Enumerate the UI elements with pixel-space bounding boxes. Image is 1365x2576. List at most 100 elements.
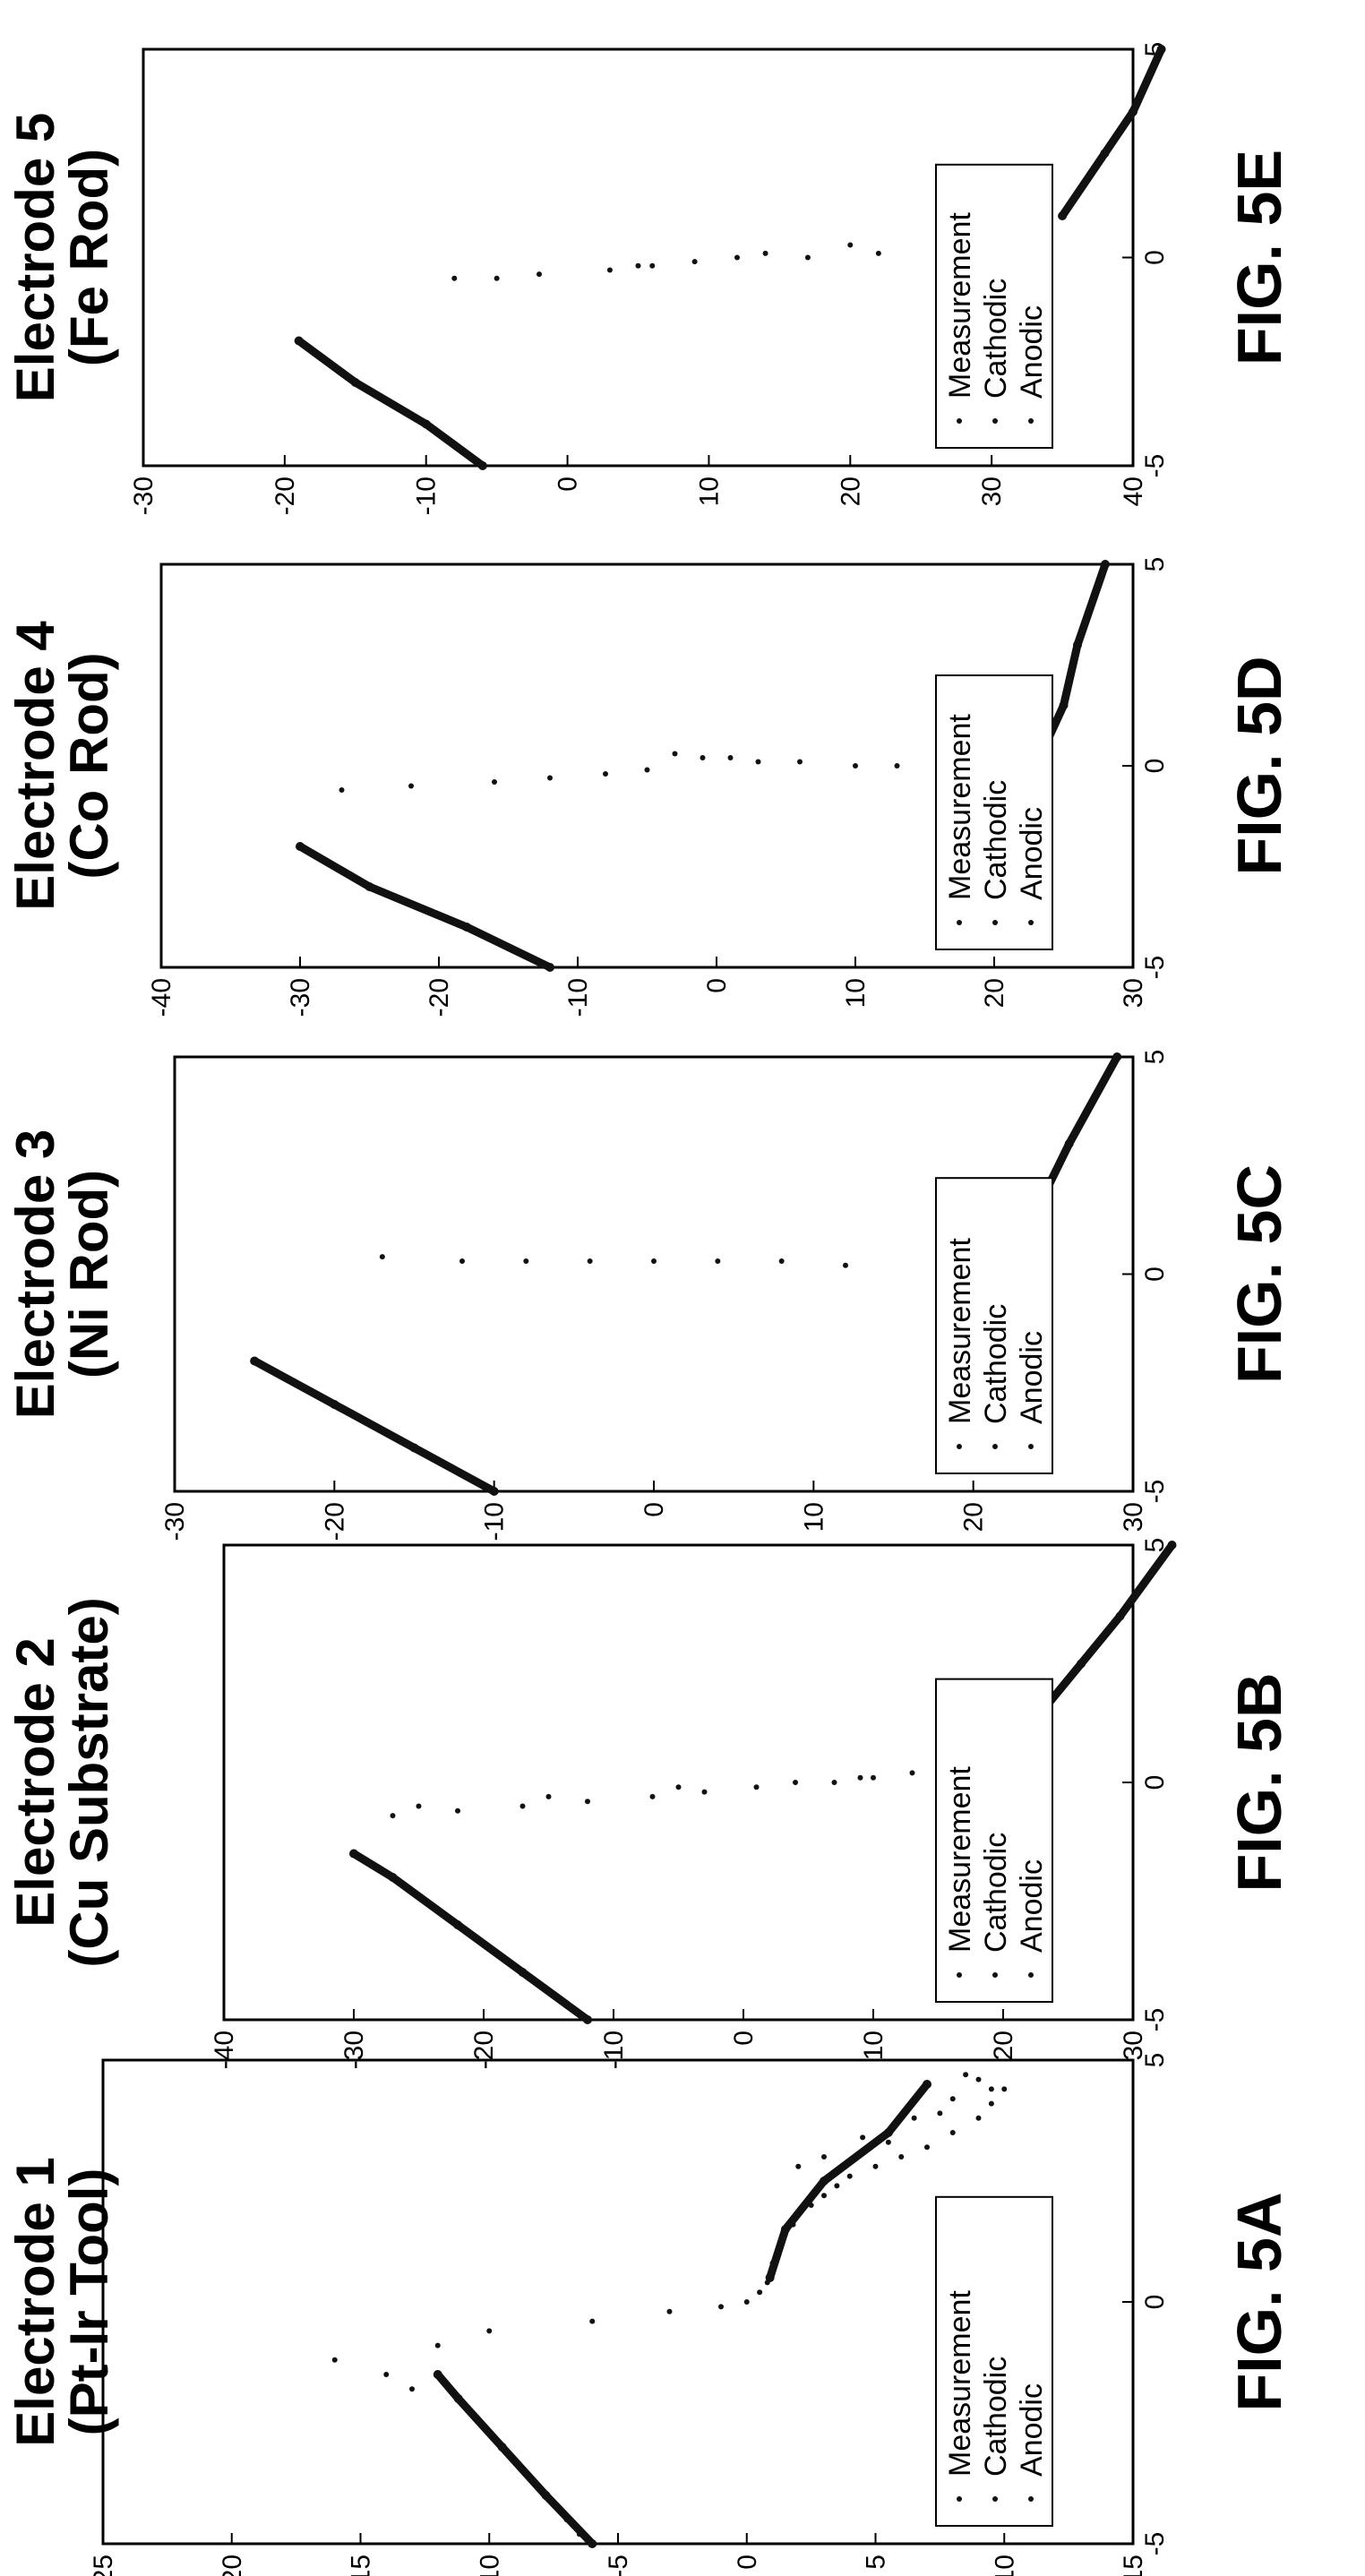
y-tick-label: -20 <box>320 1502 349 1541</box>
point-cathodic <box>330 1400 339 1409</box>
legend-label: Measurement <box>943 1766 977 1953</box>
legend-marker <box>957 920 962 925</box>
point-measurement <box>486 2328 493 2334</box>
legend-label: Anodic <box>1015 807 1049 900</box>
point-anodic <box>1064 1139 1074 1148</box>
point-measurement <box>379 1254 385 1260</box>
series-measurement <box>390 1751 1006 1819</box>
series-line-cathodic <box>295 337 487 470</box>
legend-label: Measurement <box>943 212 977 399</box>
point-cathodic <box>250 1356 260 1366</box>
point-measurement <box>975 2076 982 2082</box>
point-measurement <box>949 2096 956 2102</box>
legend-label: Anodic <box>1015 2383 1049 2477</box>
point-measurement <box>988 2100 994 2107</box>
point-measurement <box>857 1774 863 1781</box>
point-anodic <box>780 2225 790 2234</box>
point-measurement <box>793 1780 798 1785</box>
point-measurement <box>734 254 740 261</box>
point-cathodic <box>541 2491 551 2500</box>
point-cathodic <box>518 1968 528 1977</box>
y-tick-label: -30 <box>286 978 315 1017</box>
point-anodic <box>1115 1611 1125 1621</box>
legend-marker <box>957 1444 962 1449</box>
x-tick-label: 0 <box>1140 1775 1170 1790</box>
point-measurement <box>778 1258 785 1264</box>
panel-title: Electrode 3 <box>5 1129 65 1419</box>
point-measurement <box>675 1784 682 1790</box>
series-measurement <box>339 751 941 793</box>
point-measurement <box>753 1784 760 1790</box>
y-tick-label: 0 <box>729 2031 759 2046</box>
x-tick-label: 5 <box>1140 557 1170 572</box>
panel-2: -40 -30 -20 -10 0 10 20 30-5 0 5 Measurement Cathod… <box>5 1538 1294 2070</box>
y-tick-label: 15 <box>1119 2555 1148 2576</box>
y-tick-label: 30 <box>1119 978 1148 1008</box>
series-line-anodic <box>766 2080 931 2282</box>
panel-subtitle: (Co Rod) <box>59 652 119 879</box>
point-measurement <box>834 2183 840 2189</box>
point-measurement <box>821 2154 827 2160</box>
point-measurement <box>545 1793 552 1799</box>
point-anodic <box>1073 640 1082 649</box>
y-tick-label: -10 <box>563 978 593 1017</box>
point-measurement <box>715 1258 721 1264</box>
point-cathodic <box>433 2370 442 2379</box>
x-tick-label: 0 <box>1140 759 1170 774</box>
y-tick-label: 10 <box>799 1502 828 1532</box>
point-measurement <box>339 787 345 793</box>
x-tick-label: 0 <box>1140 1267 1170 1282</box>
panel-subtitle: (Ni Rod) <box>59 1170 119 1378</box>
point-measurement <box>492 779 497 785</box>
y-tick-label: 20 <box>836 477 865 506</box>
point-anodic <box>765 2273 775 2282</box>
point-measurement <box>988 2086 994 2092</box>
legend-marker <box>992 418 998 424</box>
point-measurement <box>821 2193 827 2199</box>
y-tick-label: 10 <box>694 477 724 506</box>
point-measurement <box>831 1780 837 1785</box>
point-measurement <box>672 751 678 757</box>
point-anodic <box>1059 700 1069 710</box>
x-tick-label: -5 <box>1140 956 1170 980</box>
point-measurement <box>898 2154 905 2160</box>
y-tick-label: 10 <box>859 2031 889 2060</box>
series-measurement <box>379 1254 1009 1268</box>
x-tick-label: 5 <box>1140 2053 1170 2068</box>
panel-title: Electrode 1 <box>5 2157 65 2446</box>
panel-4: -40 -30 -20 -10 0 10 20 30-5 0 5 Measurement Cathod… <box>5 557 1294 1018</box>
point-anodic <box>883 2128 893 2137</box>
legend-marker <box>992 1972 998 1978</box>
point-measurement <box>459 1258 465 1264</box>
series-cathodic <box>250 1356 499 1496</box>
y-tick-label: 0 <box>702 978 732 993</box>
y-tick-label: 0 <box>640 1502 669 1517</box>
y-tick-label: -15 <box>347 2555 376 2576</box>
y-tick-label: 20 <box>980 978 1009 1008</box>
legend: Measurement Cathodic Anodic <box>935 2195 1053 2528</box>
point-measurement <box>843 1262 848 1268</box>
y-tick-label: 10 <box>841 978 871 1008</box>
point-measurement <box>455 1807 460 1814</box>
point-measurement <box>804 254 811 261</box>
point-measurement <box>872 2163 879 2169</box>
point-cathodic <box>588 2539 597 2548</box>
point-measurement <box>924 2144 930 2151</box>
y-tick-label: -10 <box>599 2031 629 2069</box>
point-cathodic <box>462 923 471 932</box>
y-tick-label: -20 <box>425 978 454 1017</box>
point-measurement <box>700 755 706 760</box>
x-tick-label: 5 <box>1140 1050 1170 1065</box>
series-cathodic <box>349 1849 592 2024</box>
point-anodic <box>1100 149 1110 159</box>
point-anodic <box>1167 1541 1177 1550</box>
legend-marker <box>957 1972 962 1978</box>
y-tick-label: 30 <box>977 477 1007 506</box>
series-cathodic <box>296 842 554 972</box>
legend-marker <box>1028 1444 1034 1449</box>
point-measurement <box>894 763 900 769</box>
point-measurement <box>494 275 500 281</box>
point-cathodic <box>545 963 554 972</box>
point-measurement <box>587 1258 593 1264</box>
panel-title: Electrode 2 <box>5 1637 65 1927</box>
